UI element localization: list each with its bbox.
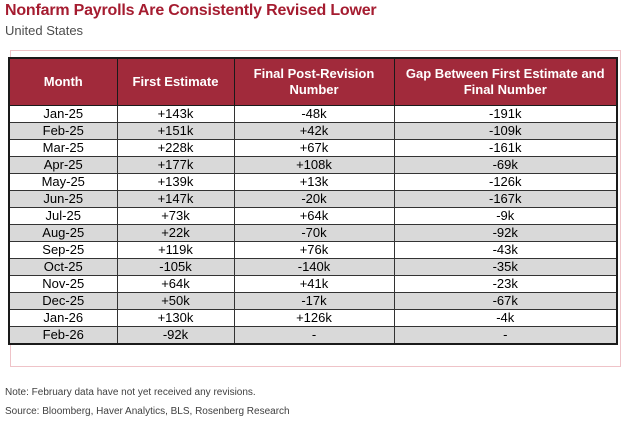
table-cell: +139k — [116, 173, 235, 191]
table-row: Jan-26 +130k +126k -4k — [8, 309, 618, 327]
table-row: Dec-25 +50k -17k -67k — [8, 292, 618, 310]
table-cell: -35k — [393, 258, 618, 276]
table-row: Nov-25 +64k +41k -23k — [8, 275, 618, 293]
table-row: Jan-25 +143k -48k -191k — [8, 105, 618, 123]
table-cell: -109k — [393, 122, 618, 140]
table-cell: Mar-25 — [8, 139, 118, 157]
table-row: Mar-25 +228k +67k -161k — [8, 139, 618, 157]
table-row: Oct-25 -105k -140k -35k — [8, 258, 618, 276]
table-body: Jan-25 +143k -48k -191k Feb-25 +151k +42k -109k… — [8, 105, 618, 345]
column-header-gap: Gap Between First Estimate and Final Num… — [393, 57, 618, 106]
table-cell: -92k — [393, 224, 618, 242]
table-cell: -69k — [393, 156, 618, 174]
table-row: Feb-25 +151k +42k -109k — [8, 122, 618, 140]
table-cell: -105k — [116, 258, 235, 276]
table-cell: -48k — [233, 105, 395, 123]
table-cell: Apr-25 — [8, 156, 118, 174]
table-cell: +42k — [233, 122, 395, 140]
table-cell: +50k — [116, 292, 235, 310]
table-cell: Jan-25 — [8, 105, 118, 123]
table-cell: +73k — [116, 207, 235, 225]
table-cell: May-25 — [8, 173, 118, 191]
table-cell: -23k — [393, 275, 618, 293]
table-cell: +143k — [116, 105, 235, 123]
table-cell: -70k — [233, 224, 395, 242]
table-cell: Jun-25 — [8, 190, 118, 208]
table-cell: Sep-25 — [8, 241, 118, 259]
table-cell: +64k — [116, 275, 235, 293]
table-cell: - — [233, 326, 395, 345]
table-row: Jun-25 +147k -20k -167k — [8, 190, 618, 208]
table-cell: Dec-25 — [8, 292, 118, 310]
table-cell: +67k — [233, 139, 395, 157]
table-cell: -43k — [393, 241, 618, 259]
table-cell: -126k — [393, 173, 618, 191]
table-cell: +151k — [116, 122, 235, 140]
column-header-first-estimate: First Estimate — [116, 57, 235, 106]
table-cell: -9k — [393, 207, 618, 225]
table-cell: -4k — [393, 309, 618, 327]
table-row: Apr-25 +177k +108k -69k — [8, 156, 618, 174]
table-row: Feb-26 -92k - - — [8, 326, 618, 345]
page-subtitle: United States — [5, 23, 84, 38]
table-cell: +76k — [233, 241, 395, 259]
table-cell: - — [393, 326, 618, 345]
table-cell: Nov-25 — [8, 275, 118, 293]
column-header-final-post-revision: Final Post-Revision Number — [233, 57, 395, 106]
table-row: Jul-25 +73k +64k -9k — [8, 207, 618, 225]
table-cell: Aug-25 — [8, 224, 118, 242]
table-cell: +64k — [233, 207, 395, 225]
source-text: Source: Bloomberg, Haver Analytics, BLS,… — [5, 406, 290, 417]
table-cell: +119k — [116, 241, 235, 259]
table-cell: -67k — [393, 292, 618, 310]
table-cell: -17k — [233, 292, 395, 310]
table-cell: +13k — [233, 173, 395, 191]
table-cell: +108k — [233, 156, 395, 174]
note-text: Note: February data have not yet receive… — [5, 387, 256, 398]
table-cell: -191k — [393, 105, 618, 123]
table-cell: +177k — [116, 156, 235, 174]
table-cell: Jul-25 — [8, 207, 118, 225]
table-cell: +228k — [116, 139, 235, 157]
table-cell: -161k — [393, 139, 618, 157]
column-header-month: Month — [8, 57, 118, 106]
table-cell: +41k — [233, 275, 395, 293]
table-cell: -92k — [116, 326, 235, 345]
table-row: May-25 +139k +13k -126k — [8, 173, 618, 191]
table-cell: -167k — [393, 190, 618, 208]
table-header: Month First Estimate Final Post-Revision… — [8, 57, 618, 106]
table-cell: -140k — [233, 258, 395, 276]
table-header-row: Month First Estimate Final Post-Revision… — [8, 57, 618, 106]
table-row: Aug-25 +22k -70k -92k — [8, 224, 618, 242]
payrolls-revision-table: Month First Estimate Final Post-Revision… — [8, 57, 618, 345]
table-cell: +126k — [233, 309, 395, 327]
table-cell: -20k — [233, 190, 395, 208]
table-cell: +22k — [116, 224, 235, 242]
table-cell: Feb-26 — [8, 326, 118, 345]
table-row: Sep-25 +119k +76k -43k — [8, 241, 618, 259]
table-cell: Feb-25 — [8, 122, 118, 140]
table-cell: Oct-25 — [8, 258, 118, 276]
page-title: Nonfarm Payrolls Are Consistently Revise… — [5, 2, 377, 19]
table-cell: +130k — [116, 309, 235, 327]
table-cell: +147k — [116, 190, 235, 208]
table-cell: Jan-26 — [8, 309, 118, 327]
